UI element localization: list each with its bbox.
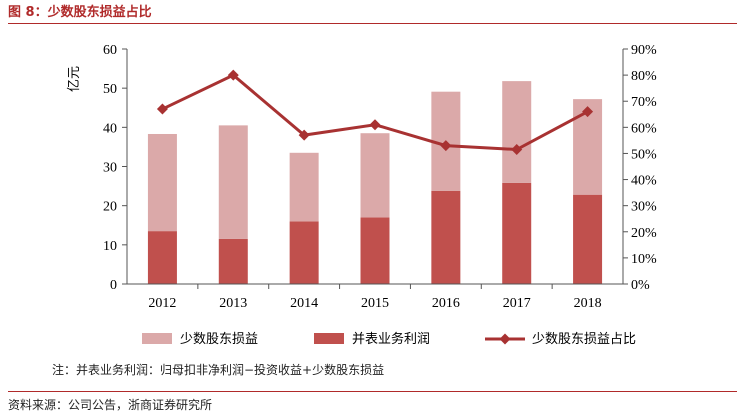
ratio-marker-2014 (298, 129, 310, 141)
y2-tick-label: 30% (631, 200, 657, 215)
y-tick-label: 0 (110, 278, 117, 293)
y-axis-title: 亿元 (67, 66, 82, 92)
ratio-marker-2018 (582, 106, 594, 118)
legend: 少数股东损益 并表业务利润 少数股东损益占比 (142, 331, 636, 347)
y2-tick-label: 80% (631, 69, 657, 84)
axes-layer: 0 10 20 30 40 50 60 0% 10% 20% 30% 40% 50% 60% 70% 80% 9… (67, 43, 657, 311)
bar-profit-2015 (360, 217, 390, 284)
legend-swatch-minority (142, 333, 172, 344)
y-tick-label: 10 (103, 239, 117, 254)
bar-profit-2014 (289, 221, 319, 284)
y2-tick-label: 50% (631, 147, 657, 162)
y-tick-label: 40 (103, 121, 117, 136)
bar-profit-2017 (502, 182, 532, 284)
bar-minority-2017 (502, 81, 532, 183)
x-tick-label: 2016 (432, 296, 460, 311)
bar-minority-2013 (218, 125, 248, 239)
y2-tick-label: 60% (631, 121, 657, 136)
bar-minority-2014 (289, 152, 319, 222)
bar-minority-2015 (360, 133, 390, 218)
ratio-marker-2012 (156, 103, 168, 115)
y-tick-label: 60 (103, 43, 117, 58)
y2-tick-label: 0% (631, 278, 650, 293)
legend-label-ratio: 少数股东损益占比 (532, 332, 636, 347)
ratio-marker-2017 (511, 144, 523, 156)
bars-layer (147, 81, 603, 284)
combo-chart: 0 10 20 30 40 50 60 0% 10% 20% 30% 40% 50% 60% 70% 80% 9… (67, 43, 657, 347)
x-tick-label: 2015 (361, 296, 389, 311)
bar-profit-2013 (218, 238, 248, 284)
ratio-marker-2013 (227, 69, 239, 81)
x-tick-label: 2012 (148, 296, 176, 311)
y-tick-label: 30 (103, 161, 117, 176)
y2-tick-label: 10% (631, 252, 657, 267)
x-tick-label: 2013 (219, 296, 247, 311)
bar-profit-2016 (431, 190, 461, 284)
x-tick-label: 2018 (574, 296, 602, 311)
y2-tick-label: 40% (631, 174, 657, 189)
ratio-marker-2016 (440, 140, 452, 152)
y2-tick-label: 20% (631, 226, 657, 241)
x-tick-label: 2014 (290, 296, 318, 311)
y-tick-label: 20 (103, 200, 117, 215)
y2-tick-label: 90% (631, 43, 657, 58)
x-tick-label: 2017 (503, 296, 531, 311)
figure-title: 图 8：少数股东损益占比 (8, 2, 737, 24)
ratio-line-layer (156, 69, 594, 156)
legend-swatch-profit (314, 333, 344, 344)
bar-minority-2012 (147, 133, 177, 232)
legend-label-profit: 并表业务利润 (352, 331, 430, 347)
y2-tick-label: 70% (631, 95, 657, 110)
bar-profit-2018 (573, 194, 603, 284)
y-tick-label: 50 (103, 82, 117, 97)
ratio-marker-2015 (369, 119, 381, 131)
legend-swatch-ratio-marker (499, 333, 511, 345)
figure-note: 注：并表业务利润：归母扣非净利润−投资收益+少数股东损益 (52, 363, 385, 377)
legend-label-minority: 少数股东损益 (180, 332, 258, 347)
bar-profit-2012 (147, 231, 177, 284)
figure-source: 资料来源：公司公告，浙商证券研究所 (8, 391, 737, 413)
